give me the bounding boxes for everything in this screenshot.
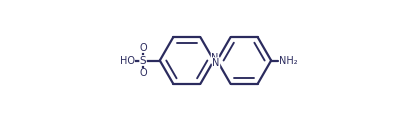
- Text: N: N: [213, 58, 220, 68]
- Text: O: O: [139, 68, 147, 78]
- Text: HO: HO: [120, 56, 135, 65]
- Text: NH₂: NH₂: [279, 56, 297, 65]
- Text: O: O: [139, 43, 147, 53]
- Text: S: S: [140, 56, 147, 65]
- Text: N: N: [211, 53, 219, 63]
